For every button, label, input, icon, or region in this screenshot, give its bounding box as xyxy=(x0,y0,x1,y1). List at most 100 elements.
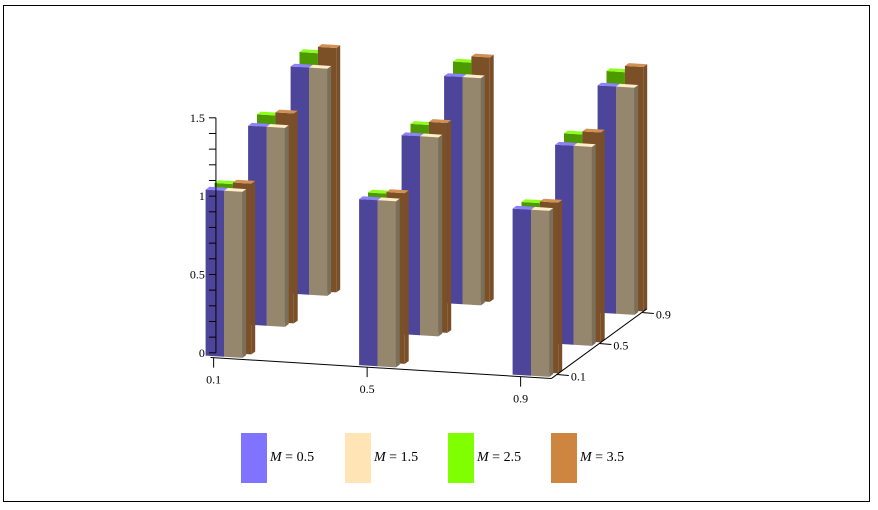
bar-front-face xyxy=(309,67,328,296)
bar-front-face xyxy=(266,126,285,327)
bar-m15 xyxy=(420,133,443,337)
bar-top-face xyxy=(453,58,476,63)
bar-m15 xyxy=(573,143,596,346)
bars-layer xyxy=(205,44,648,377)
legend-label: M = 0.5 xyxy=(270,450,315,465)
bar-front-face xyxy=(224,190,243,358)
bar-m15 xyxy=(616,83,639,315)
bar-top-face xyxy=(377,197,400,202)
bar-front-face xyxy=(512,208,531,376)
bar-front-face xyxy=(573,145,592,346)
bar-top-face xyxy=(205,186,228,191)
z-tick-label: 1 xyxy=(199,189,205,203)
bar-m15 xyxy=(377,197,400,368)
bar-m15 xyxy=(531,206,554,377)
z-tick-label: 0.5 xyxy=(190,267,205,281)
legend-swatch xyxy=(241,433,267,483)
bar-side-face xyxy=(293,110,298,324)
legend-swatch xyxy=(345,433,371,483)
bar-top-face xyxy=(420,133,443,138)
bar-side-face xyxy=(438,134,443,337)
bar-front-face xyxy=(531,209,550,377)
bar-top-face xyxy=(555,141,578,146)
bar-side-face xyxy=(600,129,605,343)
x-tick-label: 0.5 xyxy=(360,382,375,396)
bar-top-face xyxy=(317,44,341,48)
depth-axis-tick xyxy=(599,343,612,346)
bar-side-face xyxy=(395,198,400,368)
bar-front-face xyxy=(377,200,396,368)
bar-side-face xyxy=(634,85,639,315)
bar-front-face xyxy=(359,199,378,367)
legend-swatch xyxy=(448,433,474,483)
bar-side-face xyxy=(558,199,563,374)
bar-top-face xyxy=(444,73,467,78)
bar-side-face xyxy=(327,66,332,296)
bar-top-face xyxy=(266,124,289,128)
bar-top-face xyxy=(471,53,494,58)
z-tick-label: 0 xyxy=(199,346,205,360)
bar-top-face xyxy=(428,119,452,123)
bar-top-face xyxy=(531,206,554,211)
bar-top-face xyxy=(582,128,605,133)
bar-top-face xyxy=(564,130,587,135)
bar-side-face xyxy=(447,120,452,333)
bar-side-face xyxy=(284,125,289,327)
depth-axis-line xyxy=(551,308,648,379)
bar-top-face xyxy=(512,205,535,210)
bar-top-face xyxy=(606,68,629,73)
depth-axis-tick xyxy=(641,312,654,315)
bar-m15 xyxy=(462,74,485,306)
bar-m15 xyxy=(309,64,332,296)
legend-item-m-1-5: M = 1.5 xyxy=(345,433,448,483)
depth-tick-label: 0.9 xyxy=(656,308,671,322)
depth-axis-tick xyxy=(556,374,569,377)
bar-side-face xyxy=(591,144,596,346)
z-tick-label: 1.5 xyxy=(190,111,205,125)
bar-top-face xyxy=(214,180,237,185)
bar-top-face xyxy=(359,196,382,201)
bar-side-face xyxy=(643,64,648,312)
legend-item-m-3-5: M = 3.5 xyxy=(551,433,651,483)
bar-top-face xyxy=(462,74,485,79)
bar-m15 xyxy=(266,124,289,327)
legend-item-m-0-5: M = 0.5 xyxy=(241,433,345,483)
bar-side-face xyxy=(251,180,256,355)
axes-layer: 0 0.5 1 1.5 0.1 0.5 0.9 0.1 0.5 0.9 xyxy=(190,111,671,406)
legend-label: M = 1.5 xyxy=(374,450,419,465)
bar-top-face xyxy=(616,83,639,88)
legend-swatch xyxy=(551,433,577,483)
bar-front-face xyxy=(205,189,224,357)
bar-side-face xyxy=(489,54,494,302)
bar-top-face xyxy=(224,187,247,192)
bar-side-face xyxy=(549,208,554,377)
bar-m15 xyxy=(224,187,247,358)
x-tick-label: 0.1 xyxy=(206,373,221,387)
bar-side-face xyxy=(242,189,247,358)
bar-top-face xyxy=(624,63,648,67)
bar-top-face xyxy=(275,109,298,114)
legend: M = 0.5 M = 1.5 M = 2.5 M = 3.5 xyxy=(241,433,651,483)
bar-top-face xyxy=(401,132,424,137)
x-axis-line xyxy=(210,356,552,380)
bar-top-face xyxy=(299,49,322,54)
bar-top-face xyxy=(410,121,433,125)
depth-tick-label: 0.1 xyxy=(571,370,586,384)
bar-top-face xyxy=(309,64,332,69)
bar-top-face xyxy=(521,199,544,204)
bar-front-face xyxy=(616,86,635,315)
bar-top-face xyxy=(248,122,271,127)
bar-top-face xyxy=(368,189,391,194)
legend-item-m-2-5: M = 2.5 xyxy=(448,433,551,483)
bar-top-face xyxy=(290,63,313,68)
bar-top-face xyxy=(597,82,620,87)
bar-side-face xyxy=(404,190,409,364)
legend-label: M = 3.5 xyxy=(580,450,625,465)
bar-top-face xyxy=(539,198,563,203)
legend-label: M = 2.5 xyxy=(477,450,522,465)
bar-front-face xyxy=(462,77,481,306)
bar-side-face xyxy=(336,45,341,293)
x-tick-label: 0.9 xyxy=(513,392,528,406)
depth-tick-label: 0.5 xyxy=(613,339,628,353)
